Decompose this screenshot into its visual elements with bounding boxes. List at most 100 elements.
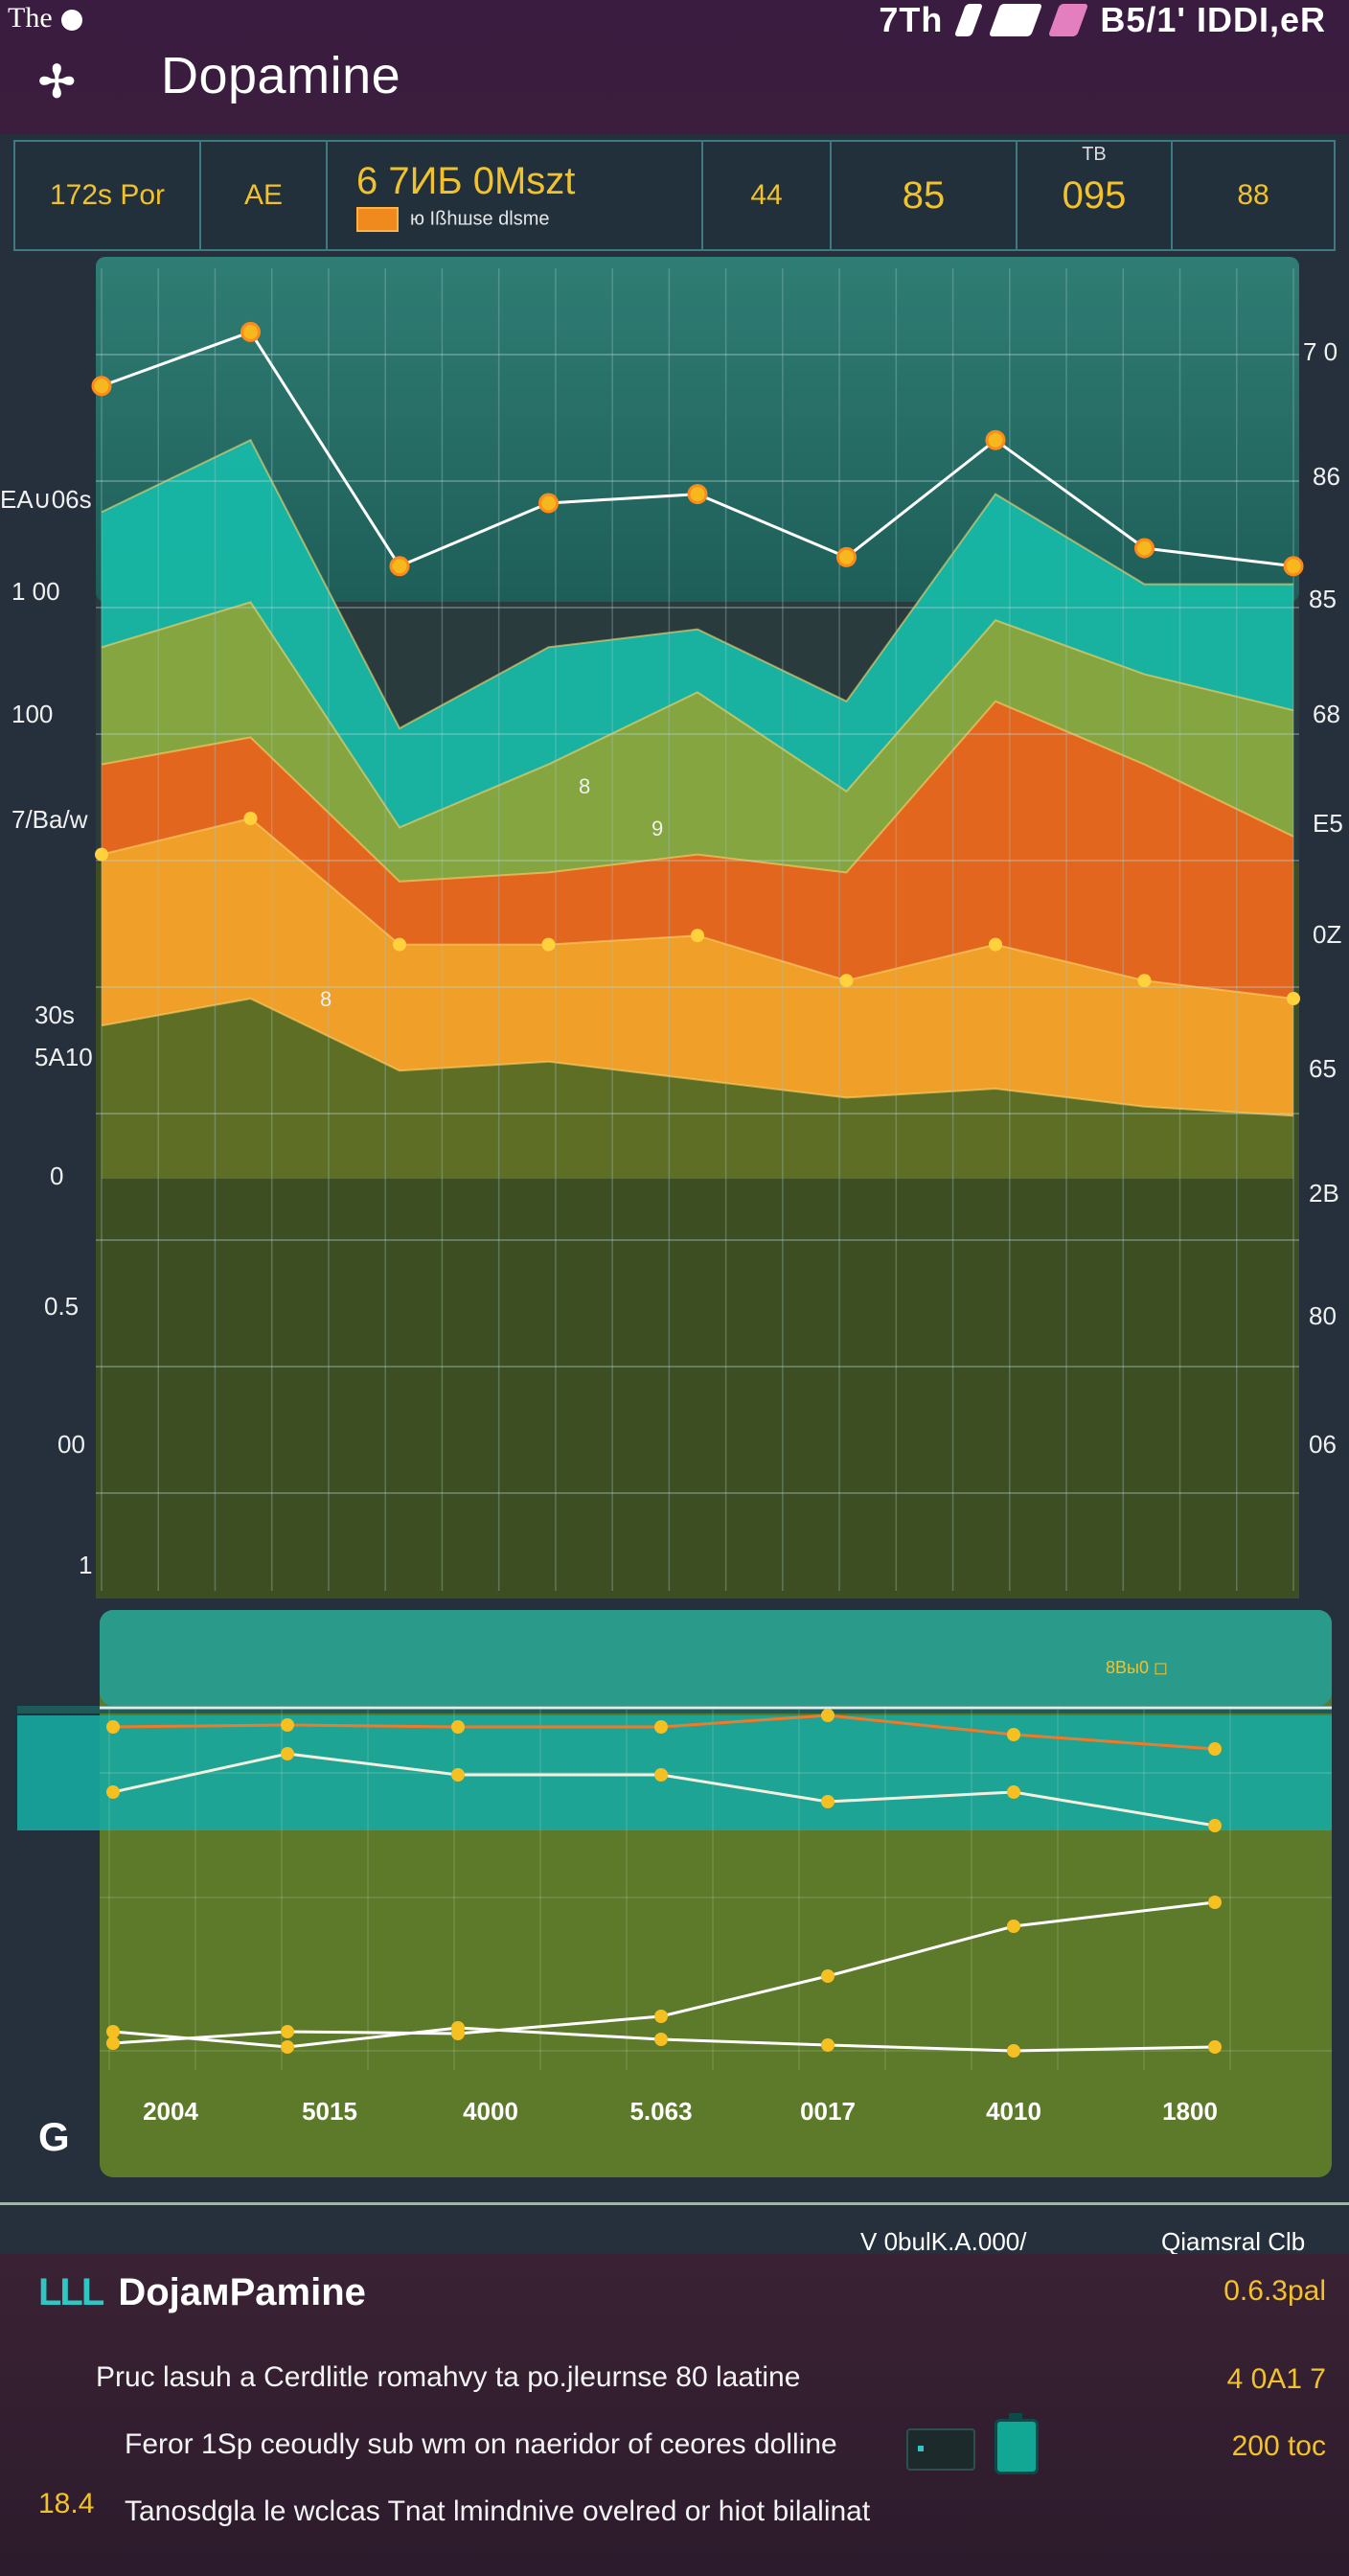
stat-cell[interactable]: 88 — [1173, 142, 1334, 249]
secondary-point[interactable] — [106, 1785, 120, 1799]
area-point[interactable] — [989, 937, 1002, 952]
stat-value: 6 7ИБ 0Мszt — [356, 159, 576, 202]
secondary-point[interactable] — [654, 2033, 668, 2046]
panel-header-left: V 0bulK.A.000/ — [860, 2227, 1027, 2256]
toggle-indicator — [918, 2446, 924, 2451]
secondary-point[interactable] — [106, 1720, 120, 1734]
corner-label-text: The — [8, 2, 53, 34]
secondary-tag: 8Вы0 ◻ — [1106, 1658, 1168, 1677]
area-point[interactable] — [243, 812, 258, 825]
secondary-point[interactable] — [106, 2025, 120, 2038]
area-point[interactable] — [95, 847, 108, 862]
secondary-teal-band — [17, 1715, 1332, 1830]
corner-label: The — [8, 2, 83, 34]
panel-title: LLL DojaмPamine — [38, 2271, 366, 2314]
area-point[interactable] — [1287, 992, 1300, 1005]
y-axis-label-right: 65 — [1309, 1054, 1337, 1083]
secondary-point[interactable] — [821, 1795, 835, 1808]
area-point[interactable] — [1137, 974, 1152, 988]
legend-swatch — [356, 206, 399, 232]
secondary-point[interactable] — [821, 2038, 835, 2052]
y-axis-label-right: 7 0 — [1303, 337, 1338, 366]
user-icon[interactable] — [61, 10, 83, 32]
stat-cell[interactable]: 44 — [703, 142, 832, 249]
y-axis-label-left: 00 — [57, 1430, 85, 1459]
secondary-point[interactable] — [1007, 2044, 1020, 2058]
stat-cell[interactable]: 172s Por — [15, 142, 201, 249]
secondary-point[interactable] — [654, 1768, 668, 1782]
y-axis-label-left: 5A10 — [34, 1043, 93, 1071]
battery-icon[interactable] — [995, 2413, 1039, 2474]
grid-icon[interactable] — [989, 4, 1043, 36]
secondary-line-band — [17, 1706, 1332, 1714]
line-point[interactable] — [91, 376, 112, 397]
y-axis-label-right: 2B — [1309, 1179, 1339, 1208]
secondary-point[interactable] — [1007, 1920, 1020, 1933]
section-divider — [0, 2202, 1349, 2205]
panel-line-value: 200 toc — [1231, 2430, 1326, 2462]
secondary-point[interactable] — [821, 1969, 835, 1983]
stat-cell[interactable]: 85 — [832, 142, 1017, 249]
secondary-point[interactable] — [281, 1718, 294, 1732]
secondary-point[interactable] — [654, 1720, 668, 1734]
stat-value: 172s Por — [49, 179, 166, 211]
secondary-point[interactable] — [451, 1768, 465, 1782]
area-point[interactable] — [691, 929, 704, 943]
stat-value: 85 — [902, 173, 946, 217]
secondary-point[interactable] — [1208, 1819, 1222, 1832]
top-bar: The 7Th B5/1ʹ ΙDDΙ,eR ✢ Dopamine — [0, 0, 1349, 134]
y-axis-label-left: EA∪06s — [0, 485, 92, 514]
stat-cell[interactable]: AE — [201, 142, 328, 249]
stat-value: 095 — [1062, 173, 1127, 217]
line-point[interactable] — [985, 429, 1006, 450]
line-point[interactable] — [538, 493, 559, 514]
secondary-point[interactable] — [1208, 1896, 1222, 1909]
secondary-point[interactable] — [1007, 1728, 1020, 1741]
app-logo-icon[interactable]: ✢ — [38, 57, 76, 106]
x-axis-label: 4000 — [463, 2097, 518, 2126]
line-point[interactable] — [389, 556, 410, 577]
line-point[interactable] — [240, 321, 261, 342]
secondary-point[interactable] — [281, 2025, 294, 2038]
secondary-point[interactable] — [281, 2040, 294, 2054]
area-edge — [101, 700, 1294, 883]
x-axis-label: 0017 — [800, 2097, 856, 2126]
y-axis-label-right: 0Z — [1313, 920, 1342, 949]
x-axis-label: 5.063 — [629, 2097, 693, 2126]
secondary-point[interactable] — [106, 2036, 120, 2050]
edit-icon[interactable] — [1048, 4, 1089, 36]
panel-title-prefix: LLL — [38, 2271, 104, 2313]
toolbar-text: 7Th — [879, 0, 944, 39]
toggle-switch[interactable] — [906, 2428, 975, 2471]
area-point[interactable] — [541, 937, 556, 952]
line-point[interactable] — [687, 484, 708, 505]
line-point[interactable] — [1283, 556, 1304, 577]
y-axis-label-right: E5 — [1313, 809, 1343, 838]
secondary-point[interactable] — [654, 2010, 668, 2023]
y-axis-label-left: 1 00 — [11, 577, 60, 606]
stat-value: AE — [243, 179, 284, 211]
toolbar-text-2: B5/1ʹ ΙDDΙ,eR — [1100, 0, 1326, 39]
line-point[interactable] — [1134, 538, 1155, 559]
secondary-point[interactable] — [451, 2021, 465, 2035]
inner-label: 8 — [320, 987, 332, 1011]
area-point[interactable] — [393, 937, 406, 952]
line-point[interactable] — [836, 546, 857, 567]
stat-cell[interactable]: TB 095 — [1017, 142, 1173, 249]
secondary-point[interactable] — [451, 1720, 465, 1734]
secondary-badge[interactable]: G — [38, 2114, 70, 2159]
secondary-point[interactable] — [821, 1709, 835, 1722]
y-axis-label-right: 06 — [1309, 1430, 1337, 1459]
stat-cell-legend[interactable]: 6 7ИБ 0Мszt ю Ißhшse dlsme — [328, 142, 703, 249]
secondary-point[interactable] — [1007, 1785, 1020, 1799]
panel-line-value: 4 0A1 7 — [1226, 2363, 1326, 2395]
legend-label: ю Ißhшse dlsme — [410, 207, 550, 229]
x-axis-label: 5015 — [302, 2097, 357, 2126]
area-point[interactable] — [839, 974, 854, 988]
secondary-point[interactable] — [1208, 1742, 1222, 1756]
y-axis-label-left: 0.5 — [44, 1292, 80, 1321]
bookmark-icon[interactable] — [954, 4, 984, 36]
secondary-point[interactable] — [281, 1747, 294, 1760]
secondary-point[interactable] — [1208, 2040, 1222, 2054]
panel-header-right: Qiamsral Clb — [1161, 2227, 1306, 2256]
